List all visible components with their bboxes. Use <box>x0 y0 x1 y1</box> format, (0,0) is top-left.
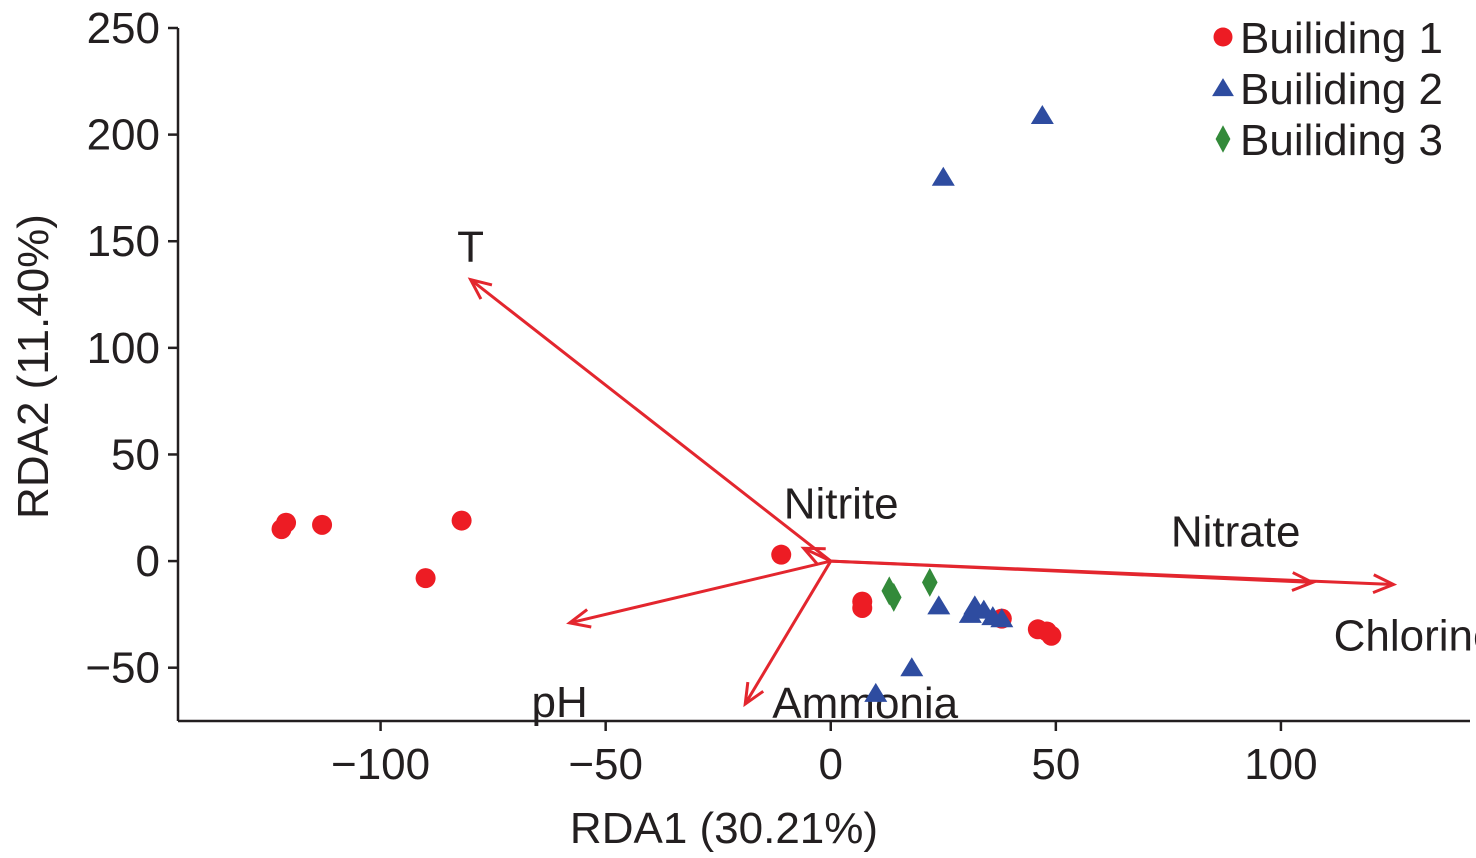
y-tick-label: 250 <box>87 4 160 53</box>
data-point <box>1030 104 1054 124</box>
data-point <box>451 510 472 531</box>
x-tick-label: 0 <box>819 740 843 789</box>
vector-arrowhead <box>1372 573 1398 595</box>
series-building-1 <box>271 510 1062 646</box>
data-point <box>864 682 888 702</box>
y-tick-label: 0 <box>136 537 160 586</box>
vector-nitrite: Nitrite <box>784 479 899 566</box>
x-tick-label: −100 <box>331 740 430 789</box>
vector-label: T <box>457 223 484 272</box>
x-tick-label: 100 <box>1244 740 1317 789</box>
data-point <box>921 567 938 597</box>
data-point <box>881 576 898 606</box>
data-point <box>415 568 436 589</box>
data-point <box>1041 625 1062 646</box>
vector-label: Nitrate <box>1171 507 1301 556</box>
data-point <box>958 603 982 623</box>
vector-arrowhead <box>566 608 592 629</box>
data-point <box>900 657 924 677</box>
legend-label: Builiding 2 <box>1240 65 1443 114</box>
legend-item-building-2: Builiding 2 <box>1212 65 1443 114</box>
vector-label: Chlorine <box>1334 612 1476 661</box>
vector-label: pH <box>532 678 588 727</box>
data-point <box>852 597 873 618</box>
vector-label: Ammonia <box>772 679 958 728</box>
legend-marker <box>1215 125 1231 153</box>
vector-arrowhead <box>467 277 493 300</box>
data-point <box>312 514 333 535</box>
vector-t: T <box>457 223 832 563</box>
x-tick-label: 50 <box>1031 740 1080 789</box>
vector-shaft <box>830 559 1394 587</box>
y-tick-label: 150 <box>87 217 160 266</box>
legend-item-building-1: Builiding 1 <box>1213 14 1443 63</box>
data-point <box>927 595 951 615</box>
sample-points <box>271 104 1062 702</box>
y-tick-label: 200 <box>87 111 160 160</box>
data-point <box>771 544 792 565</box>
series-building-3 <box>881 567 938 612</box>
environmental-vectors: T Nitrite Nitrate Chlorine pH Ammonia <box>457 223 1476 728</box>
vector-chlorine: Chlorine <box>830 559 1476 661</box>
vector-shaft <box>803 546 832 563</box>
y-axis-title: RDA2 (11.40%) <box>9 214 58 519</box>
vector-arrowhead <box>800 546 826 566</box>
vector-shaft <box>469 278 832 563</box>
data-point <box>990 608 1014 628</box>
data-point <box>271 519 292 540</box>
y-tick-label: 100 <box>87 324 160 373</box>
legend-marker <box>1212 78 1234 97</box>
vector-arrowhead <box>743 681 765 708</box>
vector-ammonia: Ammonia <box>743 560 959 728</box>
legend-label: Builiding 3 <box>1240 116 1443 165</box>
x-tick-label: −50 <box>568 740 643 789</box>
y-tick-label: 50 <box>111 430 160 479</box>
data-point <box>885 582 902 612</box>
vector-shaft <box>743 560 833 705</box>
vector-label: Nitrite <box>784 479 899 528</box>
legend-label: Builiding 1 <box>1240 14 1443 63</box>
axes: −100 −50 0 50 100 −50 0 50 100 150 200 250 RDA1 (30.… <box>9 4 1470 853</box>
vector-shaft <box>569 559 832 625</box>
series-building-2 <box>864 104 1054 702</box>
data-point <box>931 166 955 186</box>
y-tick-label: −50 <box>85 644 160 693</box>
x-axis-title: RDA1 (30.21%) <box>570 804 878 853</box>
legend-item-building-3: Builiding 3 <box>1215 116 1443 165</box>
legend-marker <box>1213 27 1233 47</box>
vector-ph: pH <box>532 559 832 727</box>
